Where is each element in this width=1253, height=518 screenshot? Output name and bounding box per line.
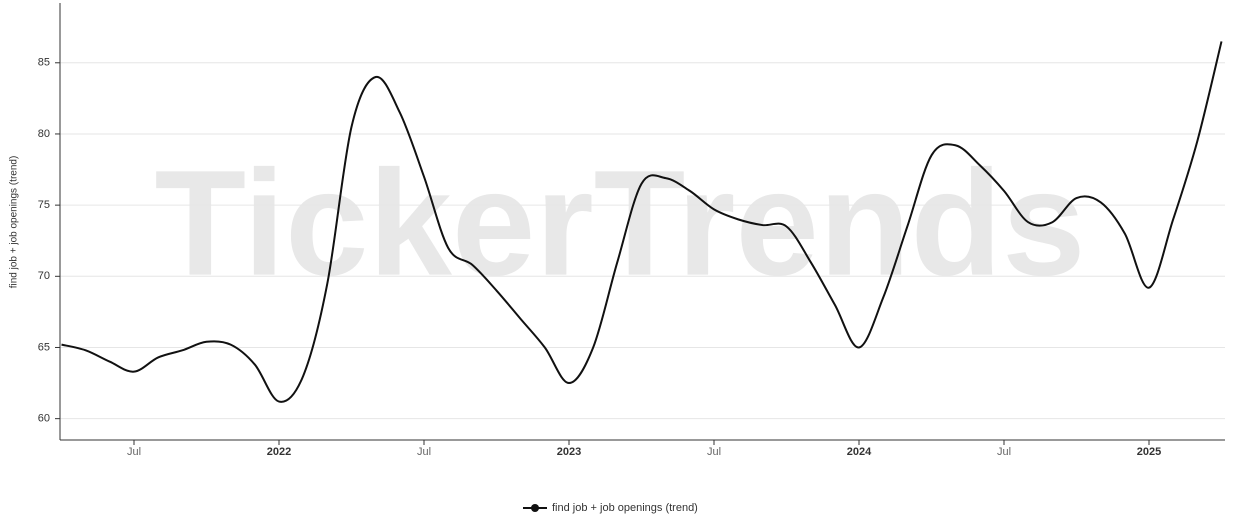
y-axis-label: find job + job openings (trend) xyxy=(9,156,20,289)
x-tick-label: 2025 xyxy=(1137,446,1161,458)
line xyxy=(61,41,1223,403)
x-tick-label: 2023 xyxy=(557,446,581,458)
x-tick-label: Jul xyxy=(997,446,1011,458)
y-tick-label: 75 xyxy=(38,199,50,211)
x-tick-label: Jul xyxy=(707,446,721,458)
y-tick-label: 70 xyxy=(38,270,50,282)
y-tick-label: 65 xyxy=(38,341,50,353)
x-tick-label: Jul xyxy=(127,446,141,458)
y-tick-label: 85 xyxy=(38,57,50,69)
x-tick-label: 2022 xyxy=(267,446,291,458)
legend-label: find job + job openings (trend) xyxy=(552,502,698,514)
x-tick-label: Jul xyxy=(417,446,431,458)
y-tick-label: 60 xyxy=(38,413,50,425)
watermark: TickerTrends xyxy=(154,139,1085,307)
x-tick-label: 2024 xyxy=(847,446,872,458)
y-tick-label: 80 xyxy=(38,128,50,140)
legend-marker xyxy=(531,504,539,512)
